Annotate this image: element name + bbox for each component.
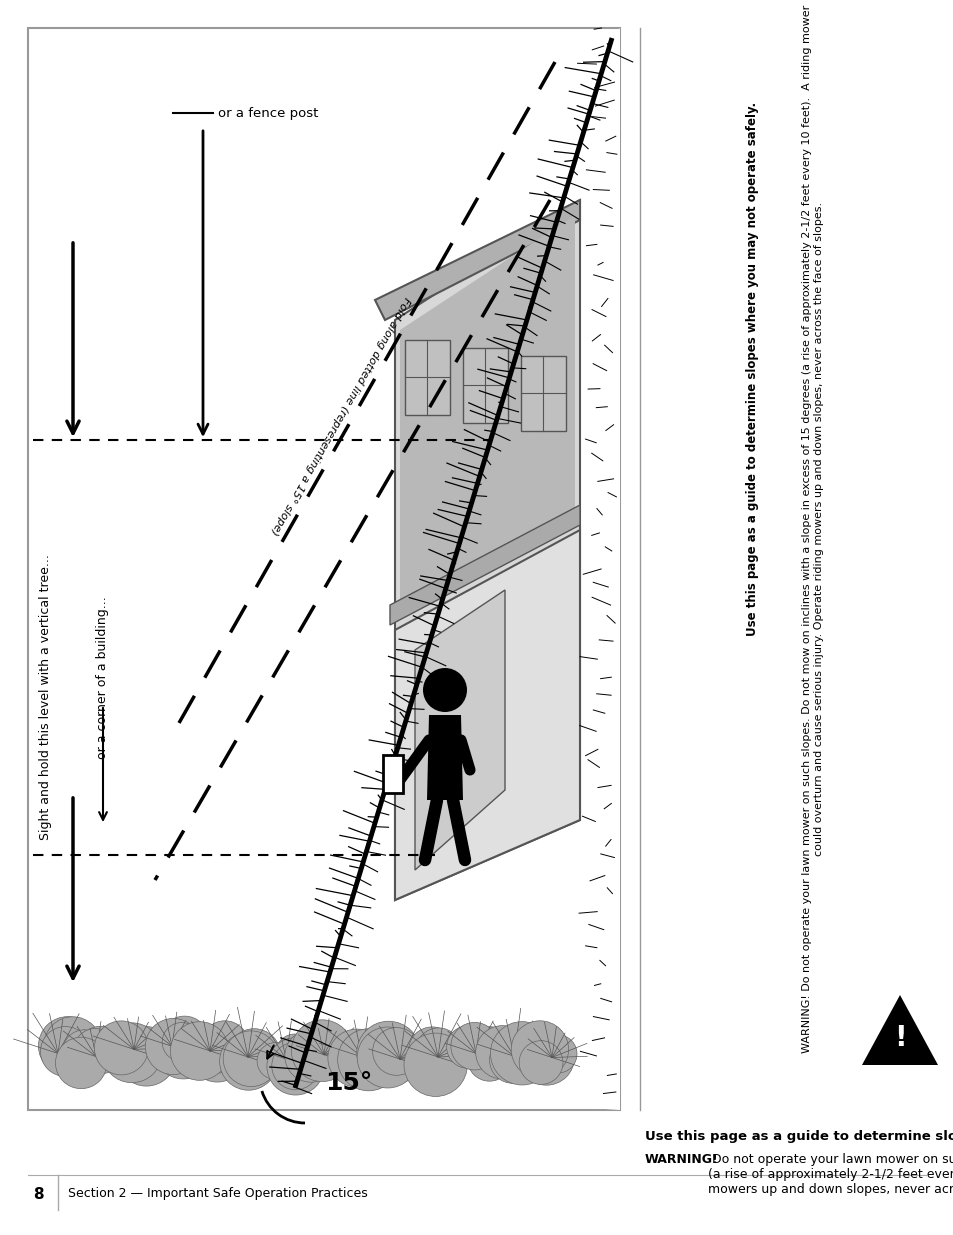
Circle shape — [408, 1028, 456, 1074]
Bar — [382, 755, 402, 793]
Circle shape — [41, 1031, 78, 1068]
Circle shape — [74, 1029, 116, 1071]
Circle shape — [517, 1029, 574, 1086]
Circle shape — [291, 1020, 353, 1082]
Circle shape — [337, 1029, 399, 1091]
Circle shape — [40, 1026, 91, 1077]
Circle shape — [511, 1021, 568, 1078]
Circle shape — [378, 1046, 416, 1083]
Circle shape — [490, 1021, 553, 1086]
Circle shape — [469, 1026, 510, 1068]
Circle shape — [356, 1028, 417, 1088]
Polygon shape — [390, 505, 579, 625]
Bar — [520, 356, 565, 431]
Text: Section 2 — Important Safe Operation Practices: Section 2 — Important Safe Operation Pra… — [68, 1187, 367, 1200]
Circle shape — [201, 1021, 249, 1068]
Polygon shape — [375, 200, 579, 320]
Circle shape — [467, 1037, 511, 1081]
Circle shape — [228, 1039, 271, 1082]
Circle shape — [518, 1041, 562, 1084]
Text: or a fence post: or a fence post — [218, 106, 318, 120]
Polygon shape — [395, 200, 579, 900]
Circle shape — [451, 1023, 497, 1070]
Circle shape — [153, 1020, 213, 1079]
Circle shape — [162, 1023, 201, 1062]
Circle shape — [102, 1023, 162, 1083]
Polygon shape — [294, 28, 619, 1110]
Text: Use this page as a guide to determine slopes where you may not operate safely.: Use this page as a guide to determine sl… — [745, 103, 759, 636]
Bar — [28, 28, 619, 1110]
Circle shape — [44, 1016, 101, 1074]
Circle shape — [267, 1037, 324, 1095]
Circle shape — [416, 1028, 460, 1073]
Circle shape — [227, 1029, 280, 1082]
Text: Sight and hold this level with a vertical tree...: Sight and hold this level with a vertica… — [39, 555, 52, 841]
Bar — [405, 340, 450, 415]
Circle shape — [337, 1030, 383, 1077]
Circle shape — [309, 1029, 350, 1070]
Text: WARNING!: WARNING! — [644, 1153, 718, 1166]
Circle shape — [305, 1026, 354, 1074]
Circle shape — [38, 1016, 97, 1076]
Circle shape — [476, 1025, 529, 1079]
Text: or a corner of a building...: or a corner of a building... — [96, 597, 110, 758]
Text: Do not operate your lawn mower on such slopes. Do not mow on inclines with a slo: Do not operate your lawn mower on such s… — [707, 1153, 953, 1195]
Text: Fold along dotted line (representing a 15° slope): Fold along dotted line (representing a 1… — [268, 295, 411, 537]
Text: 8: 8 — [33, 1187, 44, 1202]
Circle shape — [335, 1037, 386, 1088]
Circle shape — [76, 1026, 124, 1074]
Circle shape — [373, 1028, 420, 1076]
Circle shape — [223, 1031, 278, 1087]
Circle shape — [275, 1034, 314, 1072]
Circle shape — [160, 1016, 209, 1066]
Circle shape — [55, 1037, 107, 1089]
Polygon shape — [427, 715, 462, 800]
Circle shape — [197, 1030, 240, 1073]
Circle shape — [114, 1026, 156, 1068]
Circle shape — [403, 1034, 467, 1097]
Circle shape — [422, 668, 467, 713]
Circle shape — [446, 1026, 489, 1068]
Polygon shape — [862, 995, 937, 1065]
Polygon shape — [415, 590, 504, 869]
Circle shape — [272, 1042, 319, 1089]
Circle shape — [116, 1026, 176, 1086]
Circle shape — [356, 1021, 420, 1084]
Circle shape — [502, 1035, 546, 1078]
Bar — [462, 348, 507, 424]
Text: WARNING! Do not operate your lawn mower on such slopes. Do not mow on inclines w: WARNING! Do not operate your lawn mower … — [801, 5, 823, 1053]
Circle shape — [171, 1021, 229, 1081]
Polygon shape — [399, 215, 575, 610]
Circle shape — [416, 1042, 460, 1087]
Circle shape — [328, 1029, 385, 1087]
Circle shape — [489, 1036, 536, 1083]
Circle shape — [94, 1021, 149, 1074]
Circle shape — [189, 1025, 246, 1082]
Circle shape — [145, 1019, 201, 1074]
Text: Use this page as a guide to determine slopes where you: Use this page as a guide to determine sl… — [644, 1130, 953, 1144]
Circle shape — [538, 1035, 577, 1073]
Text: 15°: 15° — [325, 1071, 372, 1095]
Circle shape — [256, 1042, 294, 1079]
Text: !: ! — [893, 1024, 905, 1052]
Circle shape — [285, 1030, 336, 1082]
Circle shape — [63, 1030, 105, 1072]
Circle shape — [219, 1032, 277, 1091]
Polygon shape — [395, 530, 579, 900]
